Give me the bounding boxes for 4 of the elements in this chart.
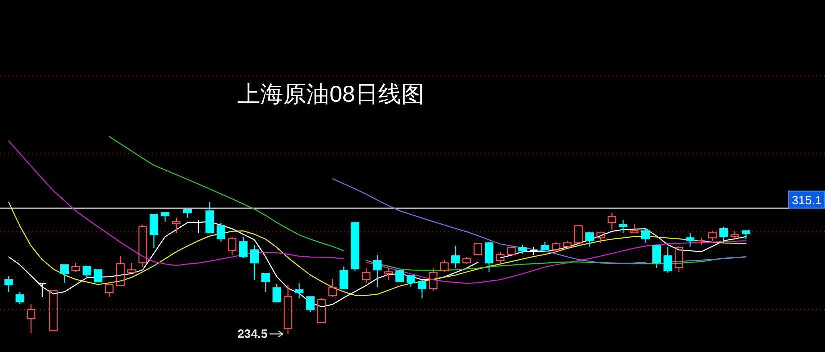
title: 上海原油08日线图 [238,81,424,107]
ref-line: 315.1 [0,190,825,209]
annotation: 234.5 [238,327,284,342]
annotation: 234.5 [238,327,268,342]
